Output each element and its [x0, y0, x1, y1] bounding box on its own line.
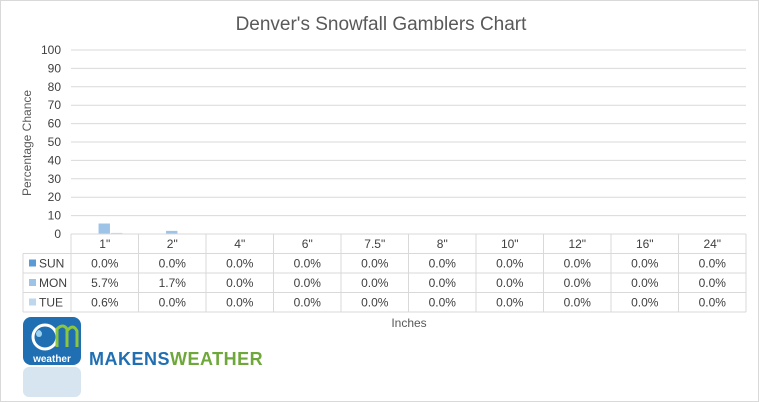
series-name: TUE [39, 296, 63, 310]
x-category-label: 16" [636, 237, 654, 251]
x-category-label: 8" [437, 237, 448, 251]
data-cell: 5.7% [91, 276, 119, 290]
data-cell: 0.0% [361, 296, 389, 310]
data-cell: 0.0% [159, 296, 187, 310]
data-cell: 0.0% [496, 276, 524, 290]
data-cell: 0.0% [159, 257, 187, 271]
x-category-label: 10" [501, 237, 519, 251]
data-cell: 0.0% [496, 257, 524, 271]
data-cell: 0.0% [564, 276, 592, 290]
data-cell: 0.0% [429, 257, 457, 271]
y-tick-label: 50 [48, 135, 62, 149]
y-tick-label: 20 [48, 190, 62, 204]
data-cell: 0.0% [564, 257, 592, 271]
data-cell: 0.0% [361, 257, 389, 271]
chart-title: Denver's Snowfall Gamblers Chart [236, 14, 528, 35]
y-tick-label: 40 [48, 153, 62, 167]
legend-key-mon [29, 279, 36, 286]
x-category-label: 6" [302, 237, 313, 251]
y-axis-ticks: 0 10 20 30 40 50 60 70 80 90 100 [41, 43, 61, 241]
y-tick-label: 90 [48, 61, 62, 75]
data-cell: 0.0% [361, 276, 389, 290]
bar-mon-0 [98, 223, 110, 234]
x-category-label: 4" [234, 237, 245, 251]
data-cell: 0.0% [699, 296, 727, 310]
gridlines [71, 49, 746, 235]
data-cell: 0.0% [91, 257, 119, 271]
data-cell: 0.0% [564, 296, 592, 310]
data-cell: 0.0% [631, 257, 659, 271]
logo-badge-text: weather [32, 354, 71, 365]
y-tick-label: 100 [41, 43, 61, 57]
y-tick-label: 30 [48, 172, 62, 186]
data-cell: 0.0% [429, 276, 457, 290]
x-category-label: 7.5" [364, 237, 385, 251]
y-axis-title: Percentage Chance [20, 90, 34, 196]
data-cell: 0.0% [699, 276, 727, 290]
y-tick-label: 0 [54, 227, 61, 241]
series-name: SUN [39, 257, 64, 271]
x-axis-title: Inches [391, 316, 426, 330]
data-cell: 0.0% [496, 296, 524, 310]
data-cell: 0.0% [429, 296, 457, 310]
makensweather-logo: weather MAKENSWEATHER [23, 317, 263, 397]
bars [98, 223, 178, 234]
data-table: 1" 2" 4" 6" 7.5" 8" 10" 12" 16" 24" SUN 0.0% 0.0% 0.0… [22, 233, 747, 313]
x-category-label: 12" [568, 237, 586, 251]
data-cell: 0.0% [226, 276, 254, 290]
data-cell: 0.0% [294, 257, 322, 271]
logo-wordmark: MAKENSWEATHER [89, 349, 263, 369]
data-cell: 0.0% [226, 296, 254, 310]
legend-key-tue [29, 298, 36, 306]
data-cell: 1.7% [159, 276, 187, 290]
data-cell: 0.0% [699, 257, 727, 271]
data-cell: 0.0% [226, 257, 254, 271]
y-tick-label: 60 [48, 117, 62, 131]
y-tick-label: 70 [48, 98, 62, 112]
data-cell: 0.0% [294, 296, 322, 310]
logo-badge-icon: weather [23, 317, 81, 365]
y-tick-label: 10 [48, 209, 62, 223]
x-category-label: 24" [703, 237, 721, 251]
y-tick-label: 80 [48, 80, 62, 94]
bar-mon-1 [166, 230, 178, 234]
data-cell: 0.0% [631, 296, 659, 310]
data-cell: 0.0% [294, 276, 322, 290]
x-category-label: 2" [167, 237, 178, 251]
logo-reflection [23, 367, 81, 397]
data-cell: 0.6% [91, 296, 119, 310]
data-cell: 0.0% [631, 276, 659, 290]
legend-key-sun [29, 259, 36, 267]
series-name: MON [39, 276, 67, 290]
bar-tue-0 [110, 232, 123, 234]
x-category-label: 1" [99, 237, 110, 251]
